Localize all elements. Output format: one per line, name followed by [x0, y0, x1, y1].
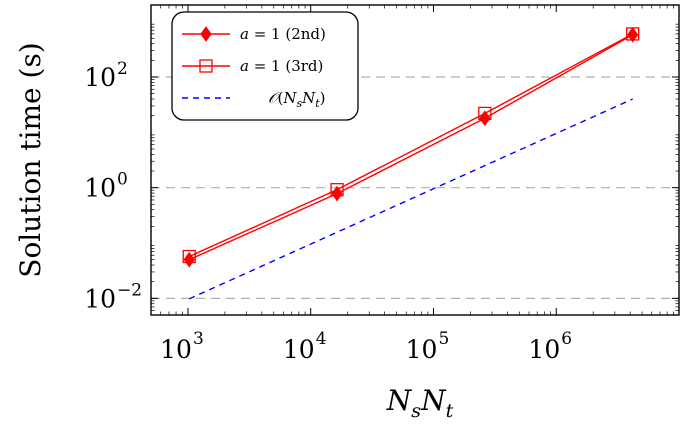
tick-labels: 10 −210 010 210 3 10 4 10 5 10 6 — [84, 59, 572, 364]
x-tick-exponent: 3 — [193, 329, 204, 349]
y-tick-label: 10 — [84, 284, 116, 313]
legend-label-3rd: a = 1 (3rd) — [240, 57, 323, 75]
series-line-0 — [188, 34, 634, 261]
legend-square-marker — [199, 59, 213, 73]
y-tick-exponent: 0 — [117, 170, 128, 190]
series-line-1 — [188, 33, 634, 258]
y-tick-label: 10 — [84, 63, 116, 92]
y-tick-label: 10 — [84, 174, 116, 203]
legend: a = 1 (2nd) a = 1 (3rd) 𝒪(NsNt) — [171, 11, 359, 121]
data-point-square — [626, 27, 640, 41]
data-point-square — [478, 106, 492, 121]
x-tick-exponent: 6 — [561, 329, 572, 349]
legend-box — [171, 11, 359, 121]
x-tick-label: 10 — [528, 335, 560, 364]
x-tick-label: 10 — [160, 335, 192, 364]
series-layer — [182, 26, 640, 300]
legend-label-order: 𝒪(NsNt) — [268, 89, 326, 110]
legend-label-2nd: a = 1 (2nd) — [240, 25, 326, 43]
legend-entry-order: 𝒪(NsNt) — [182, 89, 326, 110]
y-axis-label: Solution time (s) — [14, 42, 47, 277]
x-tick-exponent: 4 — [316, 329, 327, 349]
legend-diamond-marker — [200, 26, 212, 42]
series-line-2 — [188, 98, 633, 300]
plot-frame — [150, 4, 680, 316]
y-tick-exponent: 2 — [117, 59, 128, 79]
x-tick-label: 10 — [283, 335, 315, 364]
data-point-square — [182, 249, 196, 264]
grid — [151, 76, 679, 299]
data-point-diamond — [627, 26, 639, 43]
legend-entry-3rd: a = 1 (3rd) — [182, 57, 323, 75]
legend-entry-2nd: a = 1 (2nd) — [182, 25, 326, 43]
x-tick-label: 10 — [406, 335, 438, 364]
x-axis-label: NsNt — [386, 384, 454, 422]
x-tick-exponent: 5 — [438, 329, 449, 349]
y-tick-exponent: −2 — [117, 280, 142, 300]
data-point-square — [330, 183, 344, 197]
major-ticks — [151, 5, 679, 315]
